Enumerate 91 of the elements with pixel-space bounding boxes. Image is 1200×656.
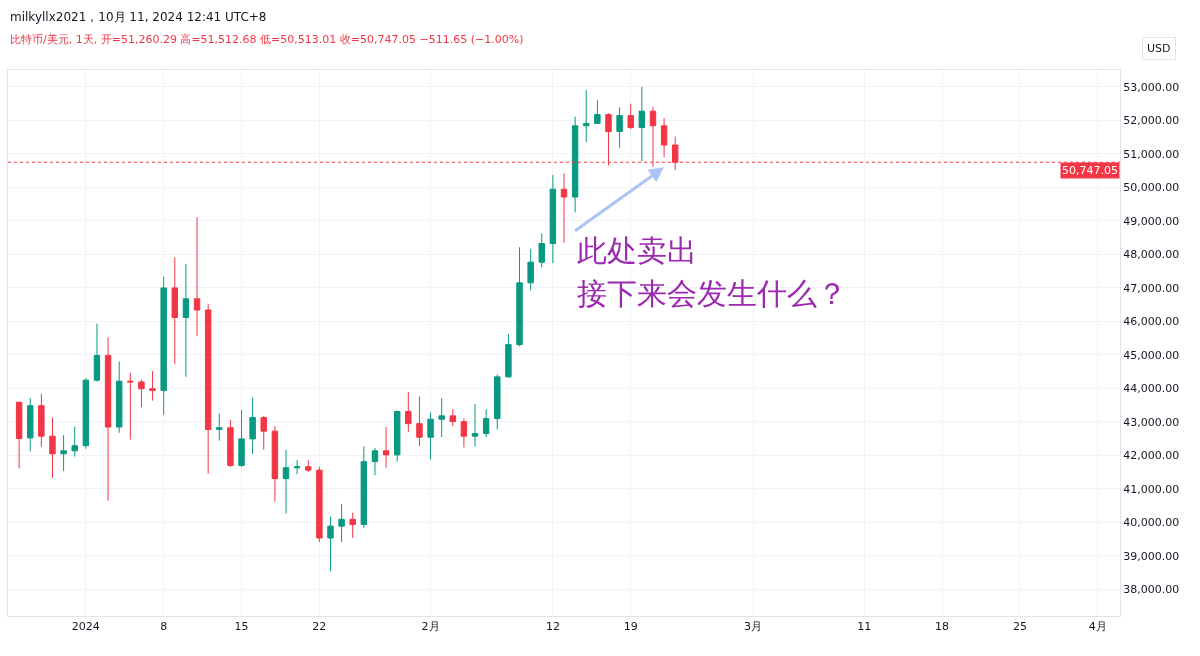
ref-line-label: 50,747.05 <box>1062 164 1118 177</box>
candlestick <box>82 377 90 450</box>
candlestick <box>71 426 78 458</box>
candlestick <box>160 276 167 416</box>
y-tick-label: 53,000.00 <box>1123 80 1180 94</box>
candlestick <box>15 401 23 469</box>
candlestick <box>660 117 668 158</box>
candlestick <box>571 116 579 213</box>
candlestick <box>583 89 590 143</box>
candlestick <box>249 397 256 455</box>
x-tick-label: 15 <box>234 620 249 634</box>
candlestick <box>549 174 557 264</box>
chart-title: milkyllx2021，10月 11, 2024 12:41 UTC+8 <box>10 10 267 24</box>
x-tick-label: 8 <box>160 620 168 634</box>
candlestick <box>594 99 601 125</box>
annotation: 此处卖出 <box>577 233 697 268</box>
y-tick-label: 40,000.00 <box>1123 516 1180 530</box>
candlestick <box>616 106 623 149</box>
y-axis-title: USD <box>1147 42 1171 55</box>
x-tick-label: 19 <box>623 620 638 634</box>
candlestick <box>516 246 523 347</box>
x-tick-label: 12 <box>545 620 560 634</box>
candlestick <box>38 393 45 448</box>
candlestick <box>371 447 379 476</box>
candlestick <box>327 516 334 572</box>
candlestick <box>138 379 145 408</box>
candlestick <box>482 408 490 438</box>
y-tick-label: 48,000.00 <box>1123 248 1180 262</box>
candlestick <box>538 232 545 268</box>
candlestick <box>216 412 223 442</box>
candlestick <box>338 503 345 543</box>
candlestick <box>193 216 201 337</box>
y-tick-label: 44,000.00 <box>1123 382 1180 396</box>
x-tick-label: 3月 <box>744 620 763 634</box>
y-tick-label: 45,000.00 <box>1123 348 1180 362</box>
candlestick <box>115 361 123 434</box>
candlestick <box>560 172 568 244</box>
x-tick-label: 2月 <box>421 620 440 634</box>
y-tick-label: 38,000.00 <box>1123 583 1180 597</box>
candlestick <box>204 303 212 475</box>
x-tick-label: 4月 <box>1088 620 1107 634</box>
candlestick <box>305 459 312 473</box>
candlestick <box>282 449 290 515</box>
y-tick-label: 46,000.00 <box>1123 315 1180 329</box>
x-tick-label: 18 <box>935 620 950 634</box>
candlestick <box>316 466 323 543</box>
candlestick <box>171 256 179 365</box>
candlestick <box>238 409 245 468</box>
y-tick-label: 41,000.00 <box>1123 482 1180 496</box>
candlestick <box>27 397 34 452</box>
candlestick <box>494 373 501 430</box>
candlestick <box>127 372 134 441</box>
candlestick <box>449 408 457 427</box>
x-tick-label: 2024 <box>71 620 100 634</box>
candlestick <box>405 391 412 433</box>
y-tick-label: 39,000.00 <box>1123 549 1180 563</box>
annotation: 接下来会发生什么？ <box>577 276 847 311</box>
x-tick-label: 25 <box>1012 620 1027 634</box>
candlestick <box>293 459 301 475</box>
candlestick <box>627 103 634 130</box>
candlestick <box>460 417 468 448</box>
y-tick-label: 49,000.00 <box>1123 214 1180 228</box>
candlestick <box>393 410 401 463</box>
y-tick-label: 51,000.00 <box>1123 147 1180 161</box>
candlestick <box>60 434 67 472</box>
y-tick-label: 50,000.00 <box>1123 181 1180 195</box>
candlestick <box>360 445 368 529</box>
candlestick <box>382 426 390 469</box>
chart-subtitle: 比特币/美元, 1天, 开=51,260.29 高=51,512.68 低=50,513.01 收=50,747.05 −511.65 (−1.00%) <box>10 33 524 46</box>
y-tick-label: 42,000.00 <box>1123 449 1180 463</box>
candlestick <box>260 415 267 451</box>
x-tick-label: 22 <box>312 620 327 634</box>
candlestick <box>438 397 445 438</box>
candlestick <box>427 411 434 460</box>
candlestick <box>505 333 512 379</box>
candlestick <box>149 370 156 402</box>
candlestick <box>104 336 112 502</box>
candlestick <box>182 263 190 378</box>
candlestick <box>471 403 479 447</box>
y-tick-label: 47,000.00 <box>1123 281 1180 295</box>
candlestick <box>527 248 534 291</box>
candlestick <box>416 396 423 447</box>
candlestick <box>638 86 646 162</box>
candlestick <box>49 417 56 479</box>
candlestick <box>271 425 279 503</box>
y-tick-label: 52,000.00 <box>1123 114 1180 128</box>
candlestick <box>93 323 101 383</box>
y-tick-label: 43,000.00 <box>1123 415 1180 429</box>
candlestick <box>349 512 356 539</box>
candlestick <box>227 419 234 468</box>
x-tick-label: 11 <box>857 620 872 634</box>
